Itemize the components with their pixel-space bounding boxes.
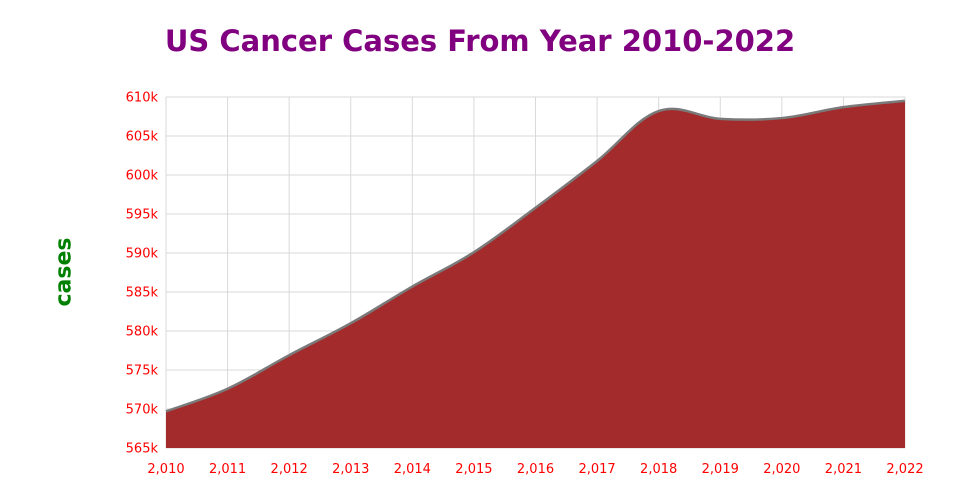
series-line [165,99,906,413]
x-tick-label: 2,010 [147,462,184,477]
y-tick-label: 575k [126,364,159,379]
y-tick-label: 565k [126,442,159,457]
x-tick-label: 2,017 [578,462,615,477]
x-tick-label: 2,018 [640,462,677,477]
chart-title: US Cancer Cases From Year 2010-2022 [164,24,796,58]
y-tick-label: 570k [126,403,159,418]
x-tick-label: 2,022 [886,462,923,477]
y-tick-label: 595k [126,208,159,223]
y-tick-label: 580k [126,325,159,340]
x-axis-ticks: 2,010 2,011 2,012 2,013 2,014 2,015 2,016 2,017… [147,462,923,477]
x-tick-label: 2,012 [271,462,308,477]
x-tick-label: 2,019 [702,462,739,477]
y-tick-label: 585k [126,286,159,301]
area-fill [166,100,905,449]
x-tick-label: 2,014 [394,462,431,477]
x-tick-label: 2,011 [209,462,246,477]
x-tick-label: 2,013 [332,462,369,477]
x-tick-label: 2,020 [763,462,800,477]
x-tick-label: 2,015 [455,462,492,477]
area-series [165,99,906,449]
y-tick-label: 610k [126,91,159,106]
y-tick-label: 605k [126,130,159,145]
y-tick-label: 600k [126,169,159,184]
y-tick-label: 590k [126,247,159,262]
x-tick-label: 2,021 [825,462,862,477]
y-axis-ticks: 565k 570k 575k 580k 585k 590k 595k 600k 605k 610k [126,91,159,457]
x-tick-label: 2,016 [517,462,554,477]
